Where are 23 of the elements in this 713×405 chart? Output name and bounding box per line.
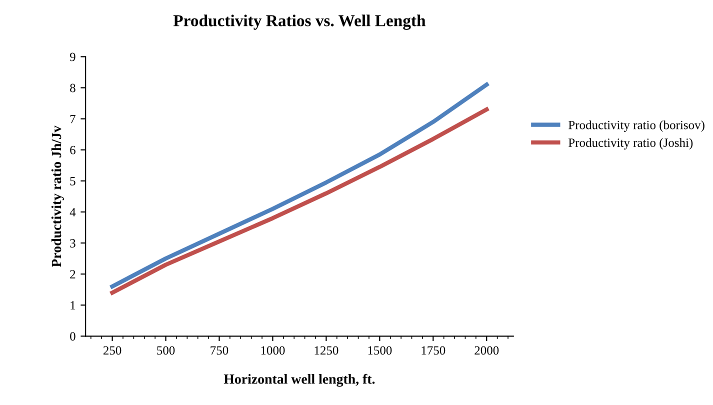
x-tick-label: 1000 xyxy=(261,346,285,355)
y-tick-label: 2 xyxy=(70,270,76,278)
y-tick-label: 8 xyxy=(70,84,76,92)
x-tick-label: 2000 xyxy=(474,346,499,355)
y-tick-label: 7 xyxy=(70,114,76,124)
y-tick-label: 4 xyxy=(70,208,76,216)
y-tick-label: 5 xyxy=(70,177,76,186)
x-tick-label: 1750 xyxy=(422,346,446,355)
y-tick-label: 0 xyxy=(70,332,76,341)
y-tick-label: 1 xyxy=(70,301,76,310)
legend-label: Productivity ratio (Joshi) xyxy=(568,138,693,150)
x-tick-label: 1250 xyxy=(314,346,338,355)
legend-label: Productivity ratio (borisov) xyxy=(568,120,704,132)
x-tick-label: 750 xyxy=(210,346,228,355)
y-tick-label: 3 xyxy=(70,239,76,248)
y-tick-label: 9 xyxy=(70,52,76,62)
chart-title: Productivity Ratios vs. Well Length xyxy=(173,14,426,30)
y-tick-label: 6 xyxy=(70,146,76,154)
y-axis-title: Productivity ratio Jh/Jv xyxy=(51,126,64,268)
x-tick-label: 1500 xyxy=(368,346,392,355)
x-axis-title: Horizontal well length, ft. xyxy=(224,374,375,387)
x-tick-label: 500 xyxy=(157,346,175,355)
x-tick-label: 250 xyxy=(103,346,122,355)
